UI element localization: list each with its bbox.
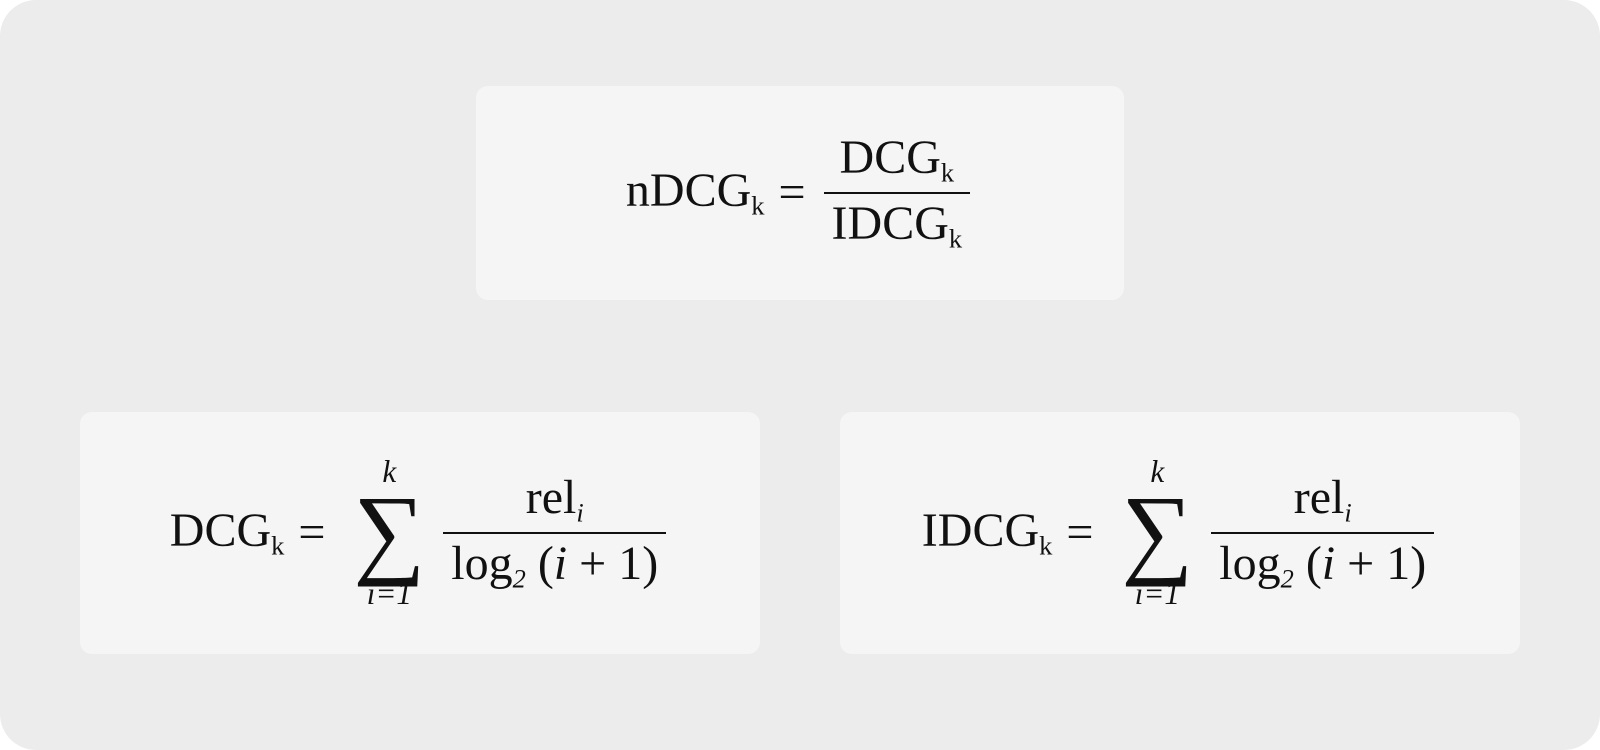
equals-sign: = [298,509,325,557]
ndcg-fraction: DCGk IDCGk [824,130,971,256]
idcg-symbol: IDCG [832,197,949,250]
sigma-icon: ∑ [353,486,425,577]
dcg-formula: DCGk = k ∑ i=1 reli log2 (i + 1) [170,456,670,609]
arg-one: 1 [618,537,642,590]
rel-subscript: i [1344,498,1351,528]
dcg-lhs: DCGk [170,507,285,559]
ndcg-formula-card: nDCGk = DCGk IDCGk [476,86,1124,300]
fraction-bar [824,192,971,194]
sum-lower: i=1 [1135,578,1180,609]
fraction-bar [1211,532,1434,534]
summation: k ∑ i=1 [1121,456,1193,609]
lparen: ( [538,537,554,590]
rel-symbol: rel [1294,471,1345,524]
sum-lower: i=1 [367,578,412,609]
log-symbol: log [1219,537,1280,590]
equals-sign: = [1066,509,1093,557]
formula-slide: nDCGk = DCGk IDCGk DCGk = k ∑ [0,0,1600,750]
idcg-subscript: k [949,223,962,253]
ndcg-lhs: nDCGk [626,167,765,219]
rel-subscript: i [576,498,583,528]
idcg-lhs-subscript: k [1039,531,1052,561]
dcg-formula-card: DCGk = k ∑ i=1 reli log2 (i + 1) [80,412,760,654]
idcg-fraction: reli log2 (i + 1) [1211,470,1434,596]
idcg-numerator: reli [1286,470,1360,530]
dcg-lhs-subscript: k [271,531,284,561]
arg-i: i [554,537,567,590]
arg-one: 1 [1386,537,1410,590]
rparen: ) [1410,537,1426,590]
ndcg-formula: nDCGk = DCGk IDCGk [626,130,974,256]
lparen: ( [1306,537,1322,590]
equals-sign: = [778,169,805,217]
idcg-formula: IDCGk = k ∑ i=1 reli log2 (i + 1) [922,456,1438,609]
ndcg-subscript: k [751,191,764,221]
ndcg-numerator: DCGk [832,130,963,190]
rparen: ) [642,537,658,590]
ndcg-symbol: nDCG [626,164,751,217]
sigma-icon: ∑ [1121,486,1193,577]
dcg-lhs-symbol: DCG [170,504,271,557]
log-base: 2 [1281,563,1294,593]
dcg-denominator: log2 (i + 1) [443,536,666,596]
rel-symbol: rel [526,471,577,524]
idcg-denominator: log2 (i + 1) [1211,536,1434,596]
log-symbol: log [451,537,512,590]
plus-sign: + [1347,537,1374,590]
ndcg-denominator: IDCGk [824,196,971,256]
summation: k ∑ i=1 [353,456,425,609]
log-base: 2 [513,563,526,593]
fraction-bar [443,532,666,534]
arg-i: i [1322,537,1335,590]
dcg-numerator: reli [518,470,592,530]
dcg-subscript: k [941,158,954,188]
idcg-lhs-symbol: IDCG [922,504,1039,557]
idcg-formula-card: IDCGk = k ∑ i=1 reli log2 (i + 1) [840,412,1520,654]
dcg-symbol: DCG [840,131,941,184]
dcg-fraction: reli log2 (i + 1) [443,470,666,596]
idcg-lhs: IDCGk [922,507,1053,559]
plus-sign: + [579,537,606,590]
